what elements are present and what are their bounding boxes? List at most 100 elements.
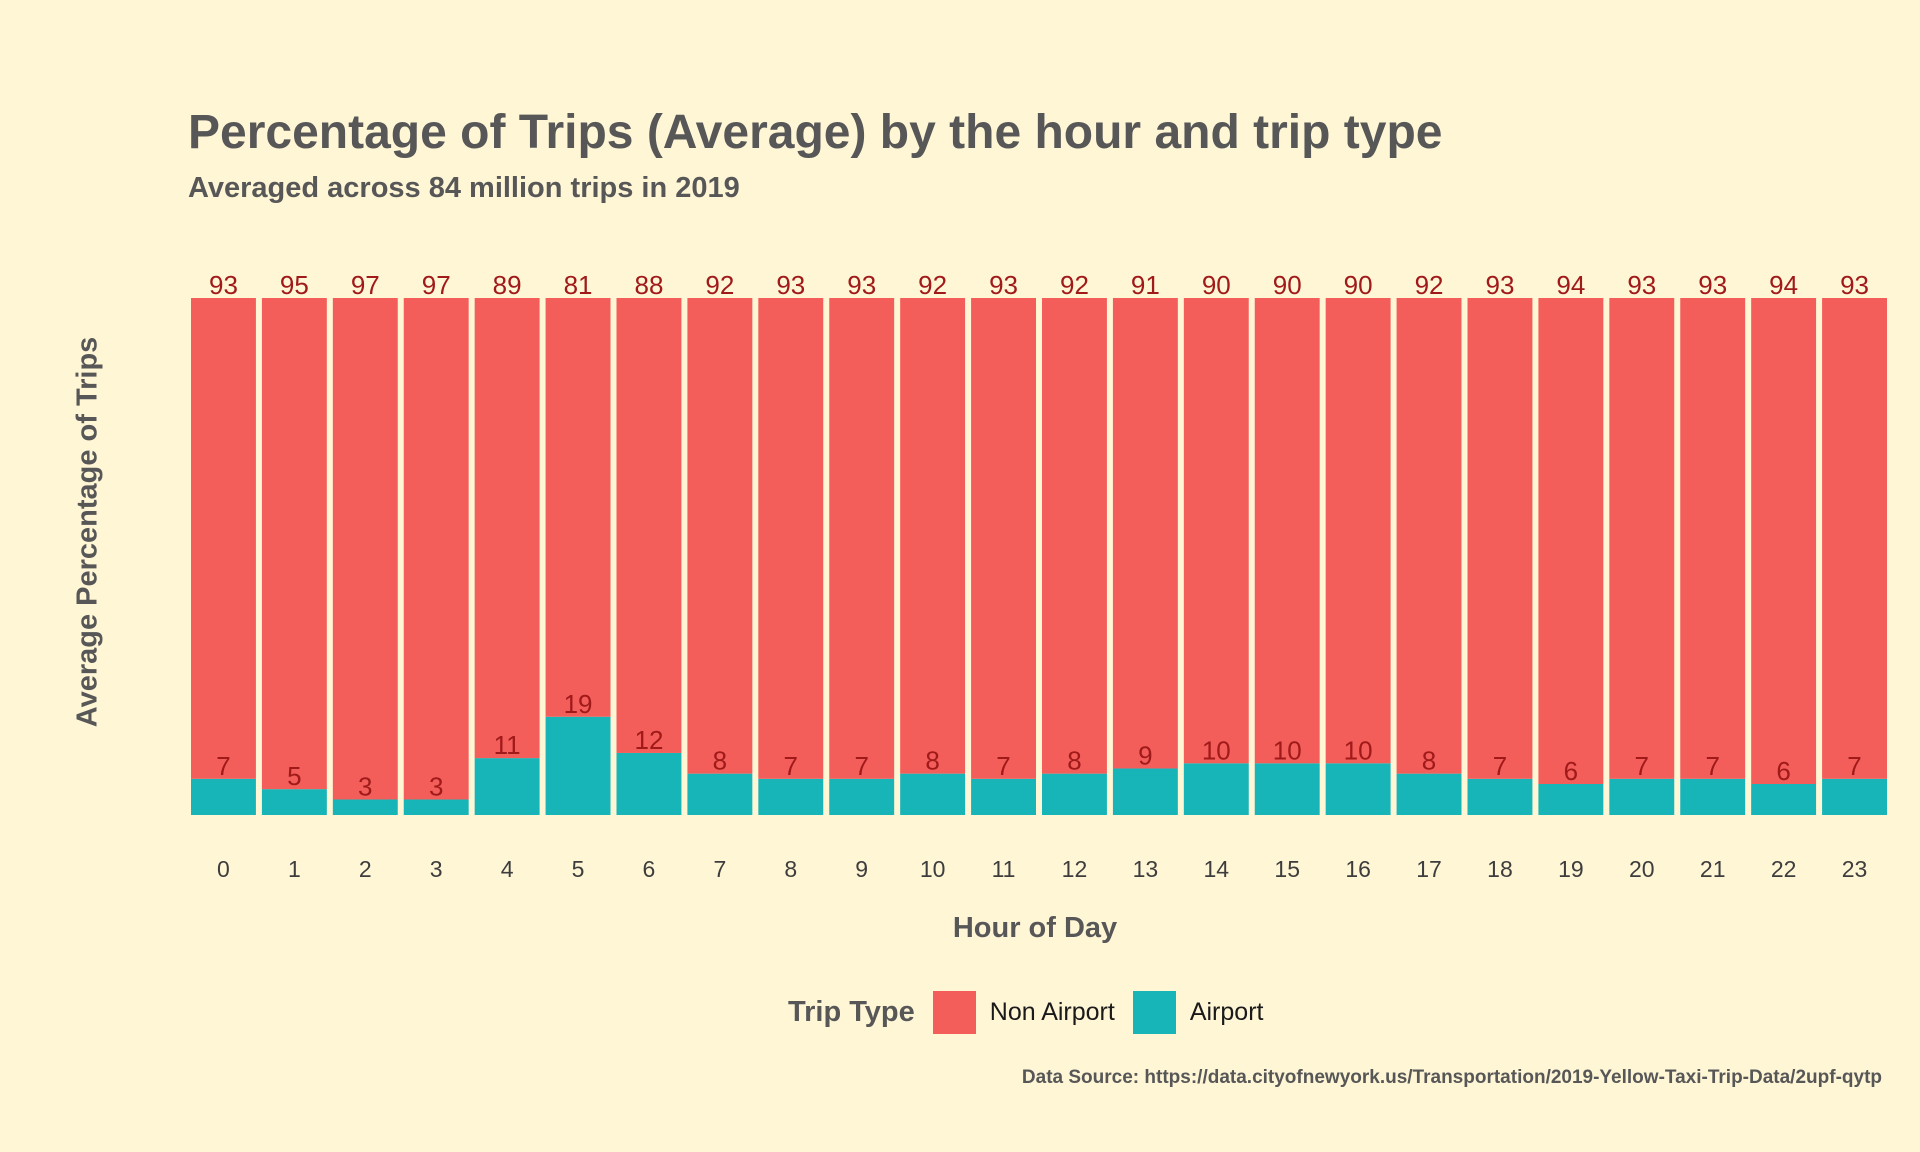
data-label-non-airport-hour-20: 93 — [1627, 270, 1656, 300]
bar-non-airport-hour-16 — [1325, 298, 1391, 764]
data-label-non-airport-hour-7: 92 — [705, 270, 734, 300]
data-label-airport-hour-14: 10 — [1202, 735, 1231, 765]
data-label-airport-hour-6: 12 — [634, 725, 663, 755]
x-tick-label-19: 19 — [1558, 856, 1584, 882]
bar-non-airport-hour-22 — [1751, 298, 1817, 784]
data-label-airport-hour-22: 6 — [1776, 756, 1790, 786]
data-label-non-airport-hour-3: 97 — [422, 270, 451, 300]
x-tick-label-2: 2 — [359, 856, 372, 882]
x-tick-label-4: 4 — [501, 856, 514, 882]
bar-non-airport-hour-3 — [403, 298, 469, 800]
bar-airport-hour-3 — [403, 799, 469, 815]
data-label-airport-hour-3: 3 — [429, 771, 443, 801]
legend-title: Trip Type — [788, 995, 915, 1028]
bar-airport-hour-0 — [191, 778, 256, 815]
bar-non-airport-hour-13 — [1112, 298, 1178, 769]
chart-title: Percentage of Trips (Average) by the hou… — [188, 106, 1443, 159]
bar-airport-hour-10 — [900, 773, 966, 815]
bar-non-airport-hour-5 — [545, 298, 611, 717]
bar-non-airport-hour-10 — [900, 298, 966, 774]
data-label-non-airport-hour-12: 92 — [1060, 270, 1089, 300]
bar-airport-hour-9 — [829, 778, 895, 815]
data-label-non-airport-hour-5: 81 — [564, 270, 593, 300]
data-label-non-airport-hour-9: 93 — [847, 270, 876, 300]
data-label-airport-hour-18: 7 — [1493, 751, 1507, 781]
bar-airport-hour-11 — [971, 778, 1036, 815]
bar-airport-hour-2 — [332, 799, 398, 815]
x-tick-label-23: 23 — [1842, 856, 1868, 882]
bar-airport-hour-18 — [1467, 778, 1533, 815]
bar-airport-hour-14 — [1183, 763, 1249, 815]
bar-airport-hour-15 — [1254, 763, 1320, 815]
x-tick-label-7: 7 — [713, 856, 726, 882]
x-tick-label-3: 3 — [430, 856, 443, 882]
data-label-non-airport-hour-6: 88 — [634, 270, 663, 300]
bar-airport-hour-21 — [1680, 778, 1746, 815]
x-tick-label-0: 0 — [217, 856, 230, 882]
x-tick-label-8: 8 — [784, 856, 797, 882]
data-label-airport-hour-1: 5 — [287, 761, 301, 791]
legend: Trip Type Non Airport Airport — [788, 990, 1281, 1034]
data-label-non-airport-hour-17: 92 — [1415, 270, 1444, 300]
bar-non-airport-hour-18 — [1467, 298, 1533, 779]
legend-label-airport: Airport — [1189, 997, 1264, 1026]
bar-non-airport-hour-9 — [829, 298, 895, 779]
x-axis-label: Hour of Day — [952, 912, 1118, 944]
bar-non-airport-hour-14 — [1183, 298, 1249, 764]
bar-non-airport-hour-8 — [758, 298, 824, 779]
data-label-non-airport-hour-1: 95 — [280, 270, 309, 300]
data-source-caption: Data Source: https://data.cityofnewyork.… — [1021, 1067, 1882, 1088]
x-tick-label-15: 15 — [1274, 856, 1300, 882]
bar-non-airport-hour-0 — [191, 298, 256, 779]
legend-item-non-airport: Non Airport — [932, 990, 1115, 1034]
x-tick-label-11: 11 — [992, 856, 1016, 882]
bar-airport-hour-22 — [1751, 783, 1817, 815]
x-tick-label-12: 12 — [1062, 856, 1088, 882]
bar-airport-hour-8 — [758, 778, 824, 815]
bar-non-airport-hour-21 — [1680, 298, 1746, 779]
bar-airport-hour-17 — [1396, 773, 1462, 815]
bar-airport-hour-12 — [1042, 773, 1107, 815]
data-label-non-airport-hour-4: 89 — [493, 270, 522, 300]
x-tick-label-20: 20 — [1629, 856, 1655, 882]
bar-non-airport-hour-12 — [1042, 298, 1107, 774]
legend-label-non-airport: Non Airport — [989, 997, 1115, 1026]
x-tick-label-17: 17 — [1416, 856, 1442, 882]
data-label-airport-hour-17: 8 — [1422, 746, 1436, 776]
legend-item-airport: Airport — [1132, 990, 1264, 1034]
data-label-airport-hour-10: 8 — [925, 746, 939, 776]
bar-airport-hour-13 — [1112, 768, 1178, 815]
data-label-airport-hour-0: 7 — [216, 751, 230, 781]
data-label-non-airport-hour-2: 97 — [351, 270, 380, 300]
data-label-non-airport-hour-10: 92 — [918, 270, 947, 300]
bar-airport-hour-1 — [261, 789, 327, 815]
bar-non-airport-hour-7 — [687, 298, 753, 774]
data-label-airport-hour-4: 11 — [494, 730, 521, 760]
data-label-airport-hour-21: 7 — [1705, 751, 1719, 781]
data-label-non-airport-hour-14: 90 — [1202, 270, 1231, 300]
data-label-non-airport-hour-23: 93 — [1840, 270, 1869, 300]
data-label-airport-hour-11: 7 — [996, 751, 1010, 781]
bar-non-airport-hour-2 — [332, 298, 398, 800]
data-label-non-airport-hour-0: 93 — [209, 270, 238, 300]
data-label-non-airport-hour-13: 91 — [1131, 270, 1160, 300]
data-label-airport-hour-12: 8 — [1067, 746, 1081, 776]
x-tick-label-10: 10 — [920, 856, 946, 882]
bar-non-airport-hour-1 — [261, 298, 327, 790]
data-label-airport-hour-13: 9 — [1138, 740, 1152, 770]
x-tick-label-14: 14 — [1203, 856, 1229, 882]
bar-non-airport-hour-15 — [1254, 298, 1320, 764]
data-label-airport-hour-5: 19 — [564, 689, 593, 719]
bar-non-airport-hour-11 — [971, 298, 1036, 779]
data-label-airport-hour-9: 7 — [854, 751, 868, 781]
data-label-airport-hour-19: 6 — [1564, 756, 1578, 786]
data-label-non-airport-hour-18: 93 — [1485, 270, 1514, 300]
legend-swatch-airport — [1132, 990, 1176, 1034]
bar-airport-hour-23 — [1822, 778, 1887, 815]
legend-swatch-non-airport — [932, 990, 976, 1034]
bar-chart: 9370955197329733891148119588126928793789… — [191, 270, 1887, 882]
x-tick-label-9: 9 — [855, 856, 868, 882]
data-label-airport-hour-2: 3 — [358, 771, 372, 801]
bar-non-airport-hour-17 — [1396, 298, 1462, 774]
bar-airport-hour-19 — [1538, 783, 1604, 815]
